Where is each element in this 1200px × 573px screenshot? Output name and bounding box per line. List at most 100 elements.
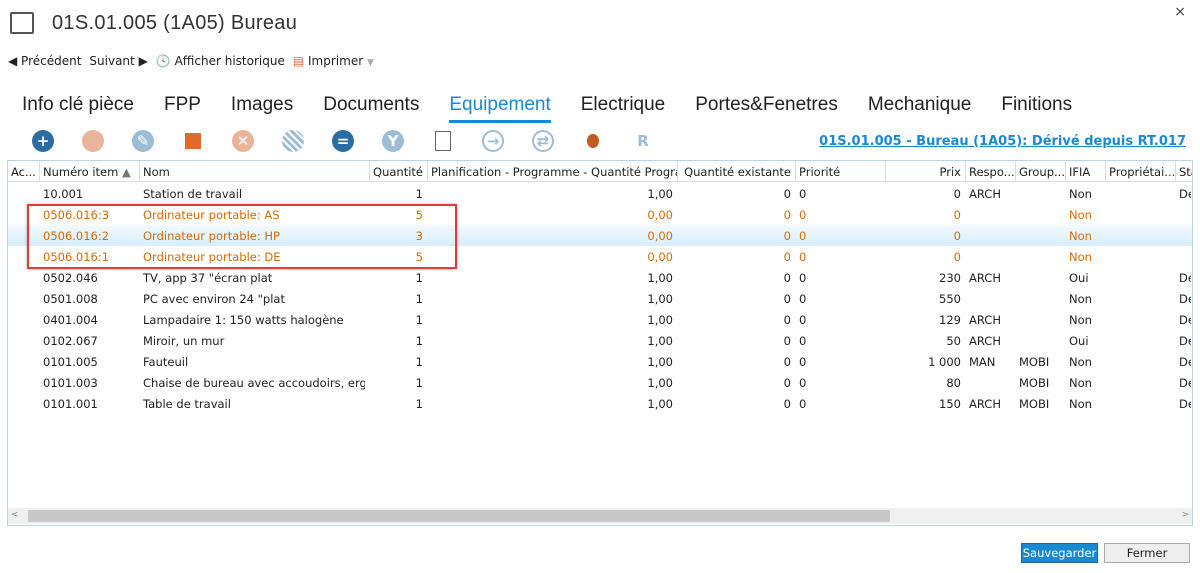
table-cell: Non xyxy=(1069,397,1092,411)
table-row[interactable]: 0506.016:1 Ordinateur portable: DE 5 0,00 0 0… xyxy=(8,246,1192,267)
close-icon[interactable]: × xyxy=(1174,4,1186,20)
next-button[interactable]: Suivant ▶ xyxy=(89,54,148,68)
table-row[interactable]: 0506.016:2 Ordinateur portable: HP 3 0,00 0 0… xyxy=(8,225,1192,246)
table-cell: Oui xyxy=(1069,271,1089,285)
table-cell: 0 xyxy=(799,229,807,243)
column-header[interactable]: Nom xyxy=(140,161,370,182)
table-cell: MOBI xyxy=(1019,376,1050,390)
column-header[interactable]: Ac... xyxy=(8,161,40,182)
table-cell: 1,00 xyxy=(647,292,673,306)
table-row[interactable]: 0101.005 Fauteuil 1 1,00 00 1 000 MAN MOBI Non De xyxy=(8,351,1192,372)
table-cell: 0 xyxy=(799,250,807,264)
horizontal-scrollbar[interactable]: < > xyxy=(8,508,1192,524)
table-header: Ac... Numéro item ▲ Nom Quantité Planificati… xyxy=(8,161,1192,182)
save-button[interactable]: Sauvegarder xyxy=(1021,543,1098,563)
table-cell: 1 xyxy=(415,187,423,201)
sort-ascending-icon: ▲ xyxy=(118,165,131,179)
close-button[interactable]: Fermer xyxy=(1104,543,1190,563)
column-header[interactable]: Sta xyxy=(1176,161,1192,182)
table-row[interactable]: 0401.004 Lampadaire 1: 150 watts halogène… xyxy=(8,309,1192,330)
equal-icon[interactable]: = xyxy=(318,128,368,154)
table-row[interactable]: 0101.001 Table de travail 1 1,00 0 0 150 ARCH MO… xyxy=(8,393,1192,414)
table-row[interactable]: 0102.067 Miroir, un mur 1 1,00 00 50 ARCH Oui De xyxy=(8,330,1192,351)
column-header[interactable]: Planification - Programme - Quantité Pro… xyxy=(428,161,678,182)
column-header[interactable]: Group... xyxy=(1016,161,1066,182)
delete-icon[interactable]: ✕ xyxy=(218,128,268,154)
table-cell: 1 xyxy=(415,334,423,348)
table-cell: 0 xyxy=(953,250,961,264)
table-cell: 1 xyxy=(415,292,423,306)
tab-finitions[interactable]: Finitions xyxy=(1001,94,1073,115)
tab-mechanique[interactable]: Mechanique xyxy=(867,94,972,115)
column-header[interactable]: Prix xyxy=(886,161,966,182)
tab-electrique[interactable]: Electrique xyxy=(580,94,666,115)
tab-documents[interactable]: Documents xyxy=(323,94,420,115)
tab-portes-fenetres[interactable]: Portes&Fenetres xyxy=(695,94,838,115)
column-header[interactable]: Respo... xyxy=(966,161,1016,182)
table-row[interactable]: 0506.016:3 Ordinateur portable: AS 5 0,00 0 0… xyxy=(8,204,1192,225)
new-object-icon[interactable] xyxy=(68,128,118,154)
table-cell: 1 xyxy=(415,376,423,390)
tab-info-cl-pi-ce[interactable]: Info clé pièce xyxy=(22,94,134,115)
scroll-left-icon[interactable]: < xyxy=(11,510,19,520)
table-cell: 0 xyxy=(783,271,791,285)
filter-icon[interactable]: Y xyxy=(368,128,418,154)
column-header[interactable]: Quantité existante xyxy=(678,161,796,182)
arrow-right-icon[interactable]: → xyxy=(468,128,518,154)
table-row[interactable]: 0101.003 Chaise de bureau avec accoudoirs… xyxy=(8,372,1192,393)
table-cell: 0 xyxy=(799,397,807,411)
hatch-icon[interactable] xyxy=(268,128,318,154)
equipment-table: Ac... Numéro item ▲ Nom Quantité Planificati… xyxy=(7,160,1193,526)
add-icon[interactable]: + xyxy=(18,128,68,154)
table-cell: 80 xyxy=(946,376,961,390)
table-cell: 230 xyxy=(939,271,961,285)
table-cell: 0,00 xyxy=(647,208,673,222)
tab-equipement[interactable]: Equipement xyxy=(449,94,551,123)
column-label: Sta xyxy=(1179,165,1192,179)
table-cell: 1,00 xyxy=(647,376,673,390)
column-header[interactable]: Propriétai... xyxy=(1106,161,1176,182)
table-cell: De xyxy=(1179,292,1191,306)
scroll-right-icon[interactable]: > xyxy=(1181,510,1189,520)
table-cell: Non xyxy=(1069,355,1092,369)
print-button[interactable]: ▤ Imprimer ▼ xyxy=(293,54,374,68)
toolbar: + ✎ ✕ = Y → ⇄ R xyxy=(18,128,668,154)
table-cell: Station de travail xyxy=(143,187,243,201)
scrollbar-thumb[interactable] xyxy=(28,510,890,522)
table-cell: 5 xyxy=(415,250,423,264)
table-cell: Miroir, un mur xyxy=(143,334,225,348)
column-label: Nom xyxy=(143,165,170,179)
table-cell: 1,00 xyxy=(647,187,673,201)
column-header[interactable]: IFIA xyxy=(1066,161,1106,182)
table-cell: 0 xyxy=(783,376,791,390)
report-icon[interactable] xyxy=(418,128,468,154)
room-link[interactable]: 01S.01.005 - Bureau (1A05): Dérivé depui… xyxy=(819,134,1186,149)
edit-icon[interactable]: ✎ xyxy=(118,128,168,154)
table-cell: Fauteuil xyxy=(143,355,189,369)
table-cell: 0 xyxy=(783,292,791,306)
table-cell: Ordinateur portable: HP xyxy=(143,229,280,243)
previous-button[interactable]: ◀ Précédent xyxy=(8,54,82,68)
3d-box-icon[interactable] xyxy=(168,128,218,154)
table-cell: 0102.067 xyxy=(43,334,98,348)
table-row[interactable]: 0502.046 TV, app 37 "écran plat 1 1,00 0 0 230… xyxy=(8,267,1192,288)
table-cell: ARCH xyxy=(969,313,1001,327)
column-header[interactable]: Numéro item ▲ xyxy=(40,161,140,182)
column-label: Priorité xyxy=(799,165,841,179)
table-cell: MAN xyxy=(969,355,996,369)
table-cell: 0 xyxy=(953,187,961,201)
table-cell: De xyxy=(1179,397,1191,411)
room-icon xyxy=(10,12,34,34)
column-label: Numéro item xyxy=(43,165,119,179)
table-row[interactable]: 10.001 Station de travail 1 1,00 0 0 0 ARCH Non D… xyxy=(8,183,1192,204)
table-cell: Non xyxy=(1069,292,1092,306)
column-header[interactable]: Quantité xyxy=(370,161,428,182)
bug-icon[interactable] xyxy=(568,128,618,154)
column-header[interactable]: Priorité xyxy=(796,161,886,182)
tab-fpp[interactable]: FPP xyxy=(163,94,201,115)
tab-images[interactable]: Images xyxy=(230,94,294,115)
table-row[interactable]: 0501.008 PC avec environ 24 "plat 1 1,00 0 0 5… xyxy=(8,288,1192,309)
history-button[interactable]: 🕓 Afficher historique xyxy=(156,54,285,68)
revit-icon[interactable]: R xyxy=(637,132,649,150)
sync-icon[interactable]: ⇄ xyxy=(518,128,568,154)
